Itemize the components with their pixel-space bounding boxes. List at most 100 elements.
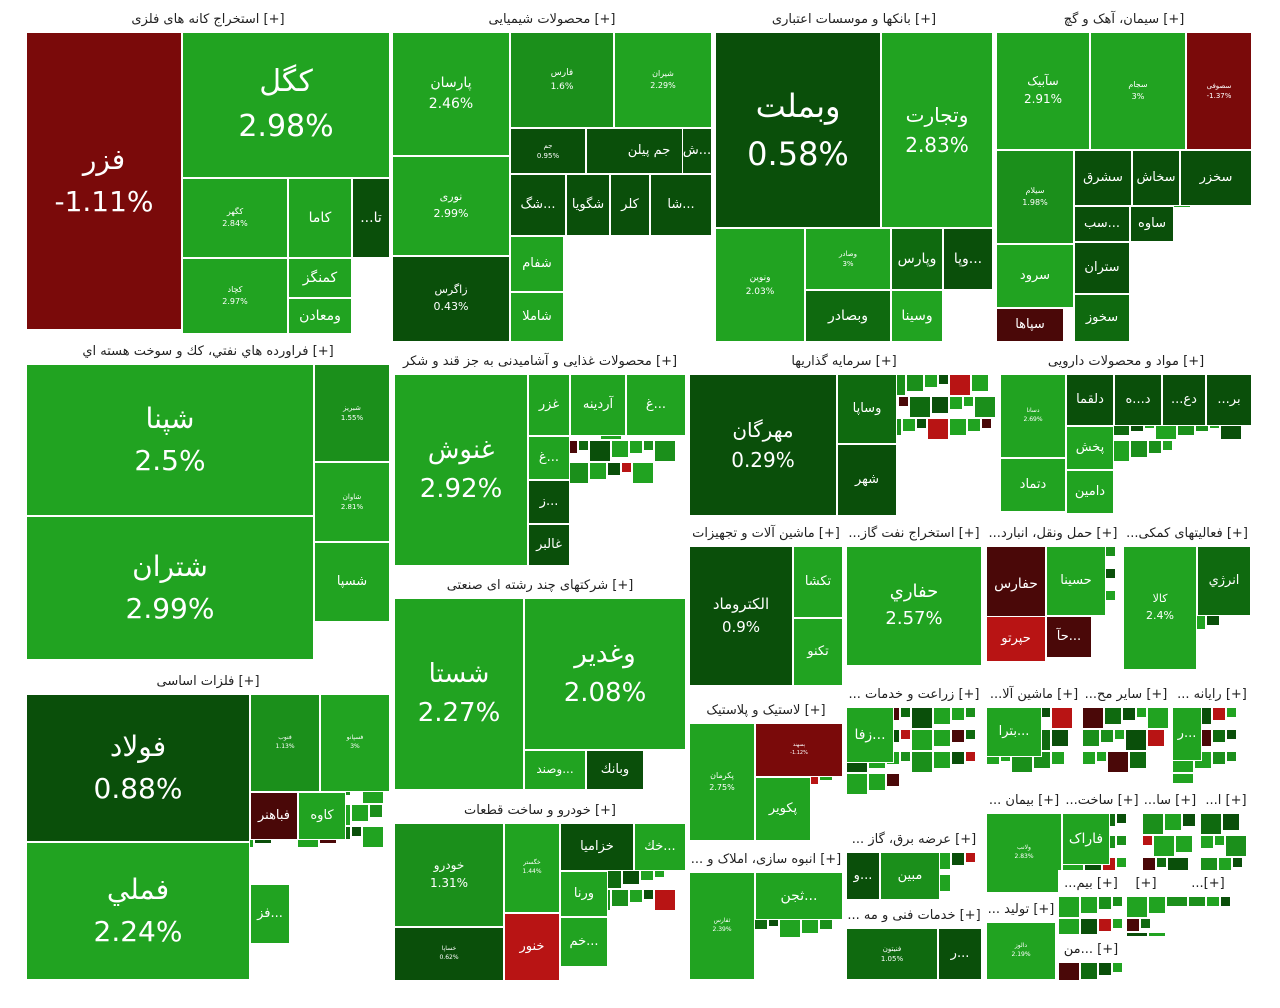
- minor-tile[interactable]: [1136, 707, 1147, 718]
- stock-tile[interactable]: پخش: [1066, 426, 1114, 470]
- stock-tile[interactable]: وپارس: [891, 228, 943, 290]
- minor-tile[interactable]: [1082, 729, 1100, 747]
- sector-header[interactable]: [+] مواد و محصولات دارویی: [1047, 353, 1205, 369]
- stock-tile[interactable]: ر...: [938, 928, 982, 980]
- minor-tile[interactable]: [1148, 896, 1166, 914]
- minor-tile[interactable]: [1147, 707, 1169, 729]
- minor-tile[interactable]: [1142, 857, 1156, 871]
- stock-tile[interactable]: خودرو 1.31%: [394, 823, 504, 927]
- stock-tile[interactable]: وساپا: [837, 374, 897, 444]
- minor-tile[interactable]: [1080, 918, 1098, 934]
- stock-tile[interactable]: شهر: [837, 444, 897, 516]
- sector-header[interactable]: [+] ماشین آلات و تجهیزات: [692, 525, 840, 541]
- sector-header[interactable]: [+] بیمان ...: [988, 792, 1060, 808]
- sector-header[interactable]: [+]...: [1191, 875, 1225, 891]
- sector[interactable]: [+] مواد و محصولات دارویی دسانا 2.69% دلقما…: [1000, 348, 1252, 516]
- minor-tile[interactable]: [965, 751, 976, 762]
- stock-tile[interactable]: دامین: [1066, 470, 1114, 514]
- minor-tile[interactable]: [906, 374, 924, 392]
- sector[interactable]: [+] انبوه سازی، املاک و ... ثفارس 2.39% ثجن…: [689, 846, 843, 980]
- minor-tile[interactable]: [974, 396, 996, 418]
- minor-tile[interactable]: [933, 751, 951, 769]
- minor-tile[interactable]: [868, 773, 886, 791]
- minor-tile[interactable]: [1126, 918, 1140, 932]
- minor-tile[interactable]: [965, 729, 976, 740]
- minor-tile[interactable]: [1226, 751, 1237, 762]
- minor-tile[interactable]: [1148, 440, 1162, 454]
- stock-tile[interactable]: آردینه: [570, 374, 626, 436]
- minor-tile[interactable]: [951, 751, 965, 765]
- minor-tile[interactable]: [1105, 568, 1116, 579]
- stock-tile[interactable]: وغدير 2.08%: [524, 598, 686, 750]
- minor-tile[interactable]: [1153, 835, 1175, 857]
- minor-tile[interactable]: [900, 751, 911, 762]
- sector-header[interactable]: [+] سرمایه گذاریها: [791, 353, 897, 369]
- minor-tile[interactable]: [846, 773, 868, 795]
- sector[interactable]: [+]: [1126, 870, 1166, 936]
- minor-tile[interactable]: [362, 826, 384, 848]
- sector[interactable]: [+] حمل ونقل، انبارد... حفارس حسينا حآ... حپ…: [986, 520, 1120, 666]
- minor-tile[interactable]: [1116, 857, 1127, 868]
- stock-tile[interactable]: ر...: [1172, 707, 1202, 761]
- minor-tile[interactable]: [900, 729, 911, 740]
- minor-tile[interactable]: [1226, 707, 1237, 718]
- sector-header[interactable]: [+] محصولات غذایی و آشامیدنی به جز قند و…: [402, 353, 678, 369]
- minor-tile[interactable]: [1140, 918, 1151, 929]
- stock-tile[interactable]: کاما: [288, 178, 352, 258]
- minor-tile[interactable]: [949, 374, 971, 396]
- minor-tile[interactable]: [643, 889, 654, 900]
- minor-tile[interactable]: [611, 889, 629, 907]
- sector[interactable]: [+] ...من: [1058, 936, 1124, 980]
- stock-tile[interactable]: كالا 2.4%: [1123, 546, 1197, 670]
- minor-tile[interactable]: [1122, 707, 1136, 721]
- minor-tile[interactable]: [1058, 896, 1080, 918]
- minor-tile[interactable]: [971, 374, 989, 392]
- sector[interactable]: [+] خدمات فنی و مه ... فنيتون 1.05% ر...: [846, 902, 982, 980]
- stock-tile[interactable]: کچاد 2.97%: [182, 258, 288, 334]
- stock-tile[interactable]: سجام 3%: [1090, 32, 1186, 150]
- stock-tile[interactable]: کگل 2.98%: [182, 32, 390, 178]
- stock-tile[interactable]: فباهنر: [250, 792, 298, 840]
- sector[interactable]: [+] فراورده هاي نفتي، كك و سوخت هسته اي ش…: [26, 338, 390, 660]
- stock-tile[interactable]: ش...: [682, 128, 712, 174]
- sector-header[interactable]: [+] لاستیک و پلاستیک: [706, 702, 826, 718]
- minor-tile[interactable]: [1082, 751, 1096, 765]
- stock-tile[interactable]: خگستر 1.44%: [504, 823, 560, 913]
- sector[interactable]: [+] محصولات شیمیایی پارسان 2.46% نوری 2.99% ز…: [392, 6, 712, 342]
- minor-tile[interactable]: [1098, 918, 1112, 932]
- minor-tile[interactable]: [949, 418, 967, 436]
- minor-tile[interactable]: [1156, 857, 1167, 868]
- minor-tile[interactable]: [1126, 932, 1148, 936]
- stock-tile[interactable]: د...ه: [1114, 374, 1162, 426]
- sector-header[interactable]: [+] شرکتهای چند رشته ای صنعتی: [446, 577, 634, 593]
- stock-tile[interactable]: ولانب 2.83%: [986, 813, 1062, 893]
- stock-tile[interactable]: غ...: [626, 374, 686, 436]
- sector[interactable]: [+] محصولات غذایی و آشامیدنی به جز قند و…: [394, 348, 686, 566]
- stock-tile[interactable]: شبریز 1.55%: [314, 364, 390, 462]
- sector[interactable]: [+] بیم...: [1058, 870, 1124, 934]
- minor-tile[interactable]: [909, 396, 931, 418]
- stock-tile[interactable]: کلر: [610, 174, 650, 236]
- stock-tile[interactable]: سب...: [1074, 206, 1130, 242]
- minor-tile[interactable]: [607, 462, 621, 476]
- stock-tile[interactable]: پسهند -1.12%: [755, 723, 843, 777]
- stock-tile[interactable]: ثجن...: [755, 872, 843, 920]
- stock-tile[interactable]: فاراک: [1062, 813, 1110, 865]
- stock-tile[interactable]: خزامیا: [560, 823, 634, 871]
- stock-tile[interactable]: فز...: [250, 884, 290, 944]
- minor-tile[interactable]: [902, 418, 916, 432]
- sector[interactable]: [+] بانکها و موسسات اعتباری وبملت 0.58% وتج…: [715, 6, 993, 342]
- minor-tile[interactable]: [1142, 813, 1164, 835]
- sector-header[interactable]: [+] فراورده هاي نفتي، كك و سوخت هسته اي: [82, 343, 334, 359]
- stock-tile[interactable]: تكشا: [793, 546, 843, 618]
- minor-tile[interactable]: [1096, 751, 1107, 762]
- minor-tile[interactable]: [1130, 440, 1148, 458]
- stock-tile[interactable]: دالوز 2.19%: [986, 922, 1056, 980]
- stock-tile[interactable]: ز...: [528, 480, 570, 524]
- minor-tile[interactable]: [1200, 813, 1222, 835]
- minor-tile[interactable]: [900, 707, 911, 718]
- stock-tile[interactable]: شا...: [650, 174, 712, 236]
- stock-tile[interactable]: وبملت 0.58%: [715, 32, 881, 228]
- minor-tile[interactable]: [949, 396, 963, 410]
- minor-tile[interactable]: [1116, 835, 1127, 846]
